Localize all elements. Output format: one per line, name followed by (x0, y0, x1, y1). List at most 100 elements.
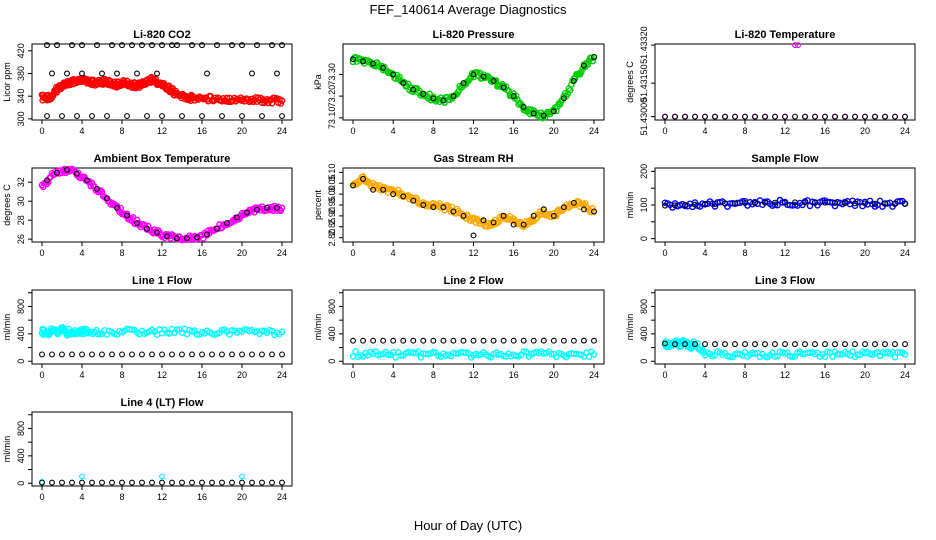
data-point (510, 93, 517, 100)
x-tick-label: 16 (509, 248, 519, 258)
x-tick-label: 24 (277, 492, 287, 502)
chart-title: Line 4 (LT) Flow (121, 397, 204, 409)
x-tick-label: 20 (860, 370, 870, 380)
chart-title: Sample Flow (751, 153, 819, 165)
data-point (129, 479, 135, 486)
data-series (38, 323, 286, 339)
data-point (189, 42, 195, 49)
data-point (124, 113, 130, 119)
y-axis-label: degrees C (625, 61, 635, 103)
data-point (390, 71, 397, 78)
data-point (570, 199, 577, 206)
y-tick-label: 32 (16, 177, 26, 187)
data-series (349, 53, 598, 122)
x-tick-label: 16 (197, 248, 207, 258)
x-tick-label: 20 (237, 370, 247, 380)
data-point (54, 169, 60, 176)
x-tick-label: 0 (662, 248, 667, 258)
data-point (712, 341, 718, 348)
data-point (560, 204, 567, 211)
data-point (259, 113, 265, 119)
data-point (772, 199, 778, 206)
data-point (104, 195, 110, 202)
data-point (269, 351, 275, 358)
x-tick-label: 24 (900, 126, 910, 136)
data-point (520, 337, 527, 344)
y-tick-label: 51.43320 (639, 26, 649, 64)
data-point (352, 348, 359, 355)
data-point (702, 113, 708, 120)
data-point (410, 86, 417, 93)
data-point (812, 199, 818, 206)
data-point (470, 337, 477, 344)
y-tick-label: 73.10 (327, 107, 337, 130)
x-tick-label: 8 (431, 370, 436, 380)
data-point (762, 199, 768, 206)
chart-panel: Li-820 CO2 Licor ppm 0 4 8 12 16 20 24 300 340 380 4… (2, 29, 293, 136)
data-point (114, 70, 120, 77)
data-point (390, 191, 397, 198)
data-point (194, 234, 200, 241)
data-point (901, 351, 909, 358)
data-point (134, 70, 140, 77)
data-point (264, 204, 270, 211)
y-tick-label: 300 (16, 111, 26, 126)
data-point (224, 220, 230, 226)
x-tick-label: 8 (431, 126, 436, 136)
data-point (822, 113, 828, 120)
x-tick-label: 0 (662, 370, 667, 380)
data-point (400, 193, 407, 200)
data-point (762, 113, 768, 120)
x-tick-label: 12 (157, 126, 167, 136)
data-series (350, 175, 597, 239)
data-point (872, 341, 878, 348)
data-point (530, 110, 537, 117)
x-tick-label: 0 (39, 492, 44, 502)
x-tick-label: 20 (549, 248, 559, 258)
data-point (154, 70, 160, 77)
data-point (852, 200, 858, 207)
data-point (570, 77, 577, 84)
data-point (862, 341, 868, 348)
data-point (139, 479, 145, 486)
data-point (540, 206, 547, 213)
x-tick-label: 12 (780, 126, 790, 136)
data-point (129, 351, 135, 358)
data-point (694, 340, 701, 347)
data-point (269, 42, 275, 49)
data-point (802, 113, 808, 120)
data-point (239, 473, 245, 480)
data-point (430, 337, 437, 344)
data-point (69, 42, 75, 49)
data-point (872, 200, 878, 207)
y-axis-label: percent (313, 189, 323, 220)
x-tick-label: 24 (900, 248, 910, 258)
data-point (209, 479, 215, 486)
data-point (279, 351, 285, 358)
data-point (892, 113, 898, 120)
data-point (254, 42, 260, 49)
data-point (94, 42, 100, 49)
data-point (692, 201, 698, 208)
y-tick-label: 100 (639, 197, 649, 212)
y-tick-label: 2.85 (327, 218, 337, 236)
x-tick-label: 20 (860, 126, 870, 136)
data-point (234, 214, 240, 221)
x-tick-label: 12 (157, 370, 167, 380)
data-point (89, 351, 95, 358)
data-point (370, 337, 377, 344)
y-tick-label: 400 (16, 326, 26, 341)
data-point (475, 351, 482, 359)
data-point (560, 95, 567, 102)
data-point (128, 326, 136, 334)
data-point (520, 221, 527, 228)
y-tick-label: 0 (327, 359, 337, 364)
data-point (902, 341, 908, 348)
data-series (350, 337, 597, 344)
data-point (49, 479, 55, 486)
y-tick-label: 51.43000 (639, 98, 649, 136)
data-point (104, 113, 110, 119)
data-series (349, 173, 598, 230)
chart-title: Li-820 Temperature (735, 29, 836, 41)
data-point (490, 77, 497, 84)
